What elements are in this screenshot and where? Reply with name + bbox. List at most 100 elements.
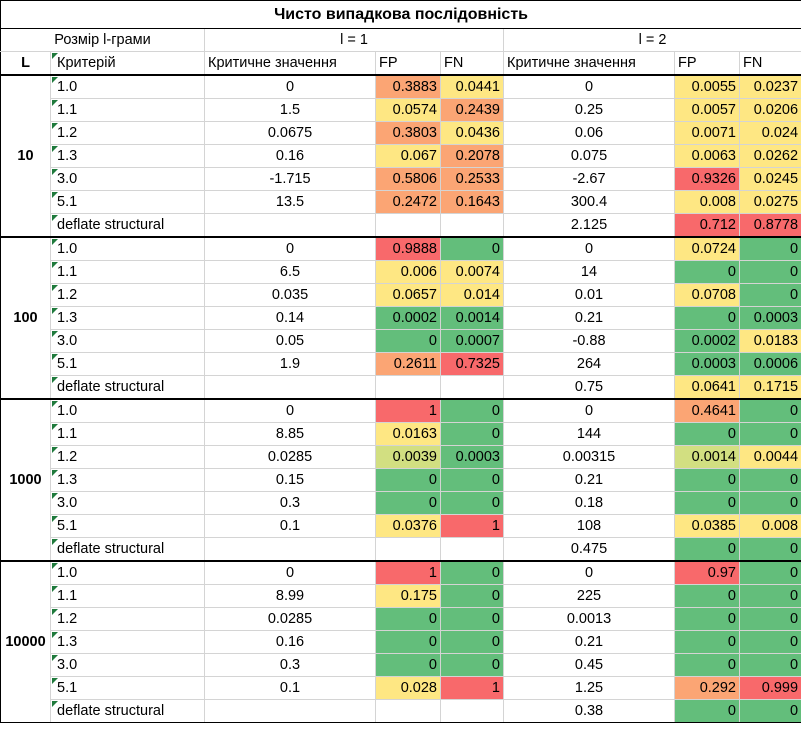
crit-value-l2: 0.00315 — [503, 445, 675, 469]
fn-l2: 0.1715 — [738, 375, 801, 400]
criterion-label: 1.2 — [57, 287, 78, 303]
fn-l2: 0.0044 — [738, 445, 801, 469]
fp-l2: 0 — [674, 491, 740, 515]
criterion-label: 1.3 — [57, 472, 78, 488]
criterion-label: 1.0 — [57, 565, 78, 581]
fn-header-l2: FN — [738, 51, 801, 76]
criterion-cell: 1.0 — [50, 74, 205, 99]
crit-value-l1: 0.0285 — [204, 445, 376, 469]
fp-l2: 0.0641 — [674, 375, 740, 400]
criterion-cell: 1.2 — [50, 445, 205, 469]
table-row: 1000 1.0 0 1 0 0 0.4641 0 — [0, 398, 801, 562]
fn-l2: 0.0262 — [738, 144, 801, 168]
criterion-header-label: Критерій — [57, 55, 116, 71]
table-row: 1.3 0.15 0 0 0.21 0 0 — [1, 468, 801, 492]
fn-header-l1: FN — [440, 51, 504, 76]
fp-l1: 0 — [375, 653, 441, 677]
fp-l1: 0.0574 — [375, 98, 441, 122]
comment-marker-icon — [52, 609, 58, 615]
fn-l2: 0.008 — [738, 514, 801, 538]
crit-value-l1 — [204, 213, 376, 238]
criterion-cell: 5.1 — [50, 352, 205, 376]
table-row: deflate structural 2.125 0.712 0.8778 — [1, 213, 801, 238]
crit-value-l1: 6.5 — [204, 260, 376, 284]
crit-value-l1: 0.0285 — [204, 607, 376, 631]
criterion-label: 1.2 — [57, 125, 78, 141]
crit-value-l1: 0 — [204, 560, 376, 585]
fn-l2: 0.0206 — [738, 98, 801, 122]
fn-l2: 0 — [738, 260, 801, 284]
crit-value-l2: 0.475 — [503, 537, 675, 562]
fn-l1 — [440, 213, 504, 238]
criterion-cell: 1.1 — [50, 98, 205, 122]
comment-marker-icon — [52, 655, 58, 661]
fp-l2: 0.0385 — [674, 514, 740, 538]
comment-marker-icon — [52, 53, 58, 59]
group-L-label: 10 — [0, 74, 51, 238]
fp-l1: 0.0039 — [375, 445, 441, 469]
fp-l1: 0.0163 — [375, 422, 441, 446]
fn-l2: 0.0183 — [738, 329, 801, 353]
fn-l1: 1 — [440, 514, 504, 538]
criterion-cell: 1.0 — [50, 398, 205, 423]
fp-l1: 0.175 — [375, 584, 441, 608]
criterion-cell: 5.1 — [50, 514, 205, 538]
comment-marker-icon — [52, 470, 58, 476]
criterion-cell: 3.0 — [50, 491, 205, 515]
comment-marker-icon — [52, 586, 58, 592]
fn-l1: 0 — [440, 584, 504, 608]
criterion-label: 3.0 — [57, 657, 78, 673]
fn-l1: 0 — [440, 607, 504, 631]
criterion-cell: 1.0 — [50, 236, 205, 261]
criterion-cell: deflate structural — [50, 537, 205, 562]
crit-value-l1: 0.05 — [204, 329, 376, 353]
criterion-cell: 1.0 — [50, 560, 205, 585]
fn-l1: 0.2078 — [440, 144, 504, 168]
comment-marker-icon — [52, 123, 58, 129]
table-row: 100 1.0 0 0.9888 0 0 0.0724 0 — [0, 236, 801, 400]
crit-value-l1 — [204, 537, 376, 562]
criterion-cell: 5.1 — [50, 190, 205, 214]
fn-l1: 0 — [440, 491, 504, 515]
crit-value-l2: 0.25 — [503, 98, 675, 122]
fp-l1: 0 — [375, 329, 441, 353]
criterion-cell: 1.2 — [50, 283, 205, 307]
comment-marker-icon — [52, 262, 58, 268]
fn-l2: 0.0275 — [738, 190, 801, 214]
crit-value-l2: 0 — [503, 398, 675, 423]
fn-l2: 0.8778 — [738, 213, 801, 238]
crit-value-l2: 0.0013 — [503, 607, 675, 631]
fn-l1: 0.0014 — [440, 306, 504, 330]
criterion-cell: 3.0 — [50, 653, 205, 677]
crit-value-header-l1: Критичне значення — [204, 51, 376, 76]
crit-value-l2: 14 — [503, 260, 675, 284]
criterion-label: deflate structural — [57, 217, 165, 233]
fn-l1: 0.0436 — [440, 121, 504, 145]
fp-l1: 0.3803 — [375, 121, 441, 145]
crit-value-l1: 0.16 — [204, 144, 376, 168]
fp-l2: 0 — [674, 699, 740, 723]
crit-value-l1: 0.1 — [204, 514, 376, 538]
criterion-cell: 3.0 — [50, 329, 205, 353]
comment-marker-icon — [52, 377, 58, 383]
crit-value-l1: 0.15 — [204, 468, 376, 492]
table-row: 1.1 8.85 0.0163 0 144 0 0 — [1, 422, 801, 446]
fn-l2: 0 — [738, 653, 801, 677]
fp-l2: 0.0708 — [674, 283, 740, 307]
fn-l2: 0.024 — [738, 121, 801, 145]
fp-l1: 0.5806 — [375, 167, 441, 191]
fn-l1: 0 — [440, 560, 504, 585]
criterion-label: 1.1 — [57, 588, 78, 604]
criterion-label: 3.0 — [57, 333, 78, 349]
criterion-label: 1.0 — [57, 79, 78, 95]
crit-value-l2: 225 — [503, 584, 675, 608]
criterion-label: 3.0 — [57, 171, 78, 187]
fp-l2: 0.008 — [674, 190, 740, 214]
table-row: 1.2 0.035 0.0657 0.014 0.01 0.0708 0 — [1, 283, 801, 307]
fn-l2: 0 — [738, 630, 801, 654]
crit-value-l2: 0.21 — [503, 306, 675, 330]
crit-value-l2: -2.67 — [503, 167, 675, 191]
fn-l1: 0 — [440, 630, 504, 654]
crit-value-l1: 13.5 — [204, 190, 376, 214]
fp-l1: 0.0376 — [375, 514, 441, 538]
